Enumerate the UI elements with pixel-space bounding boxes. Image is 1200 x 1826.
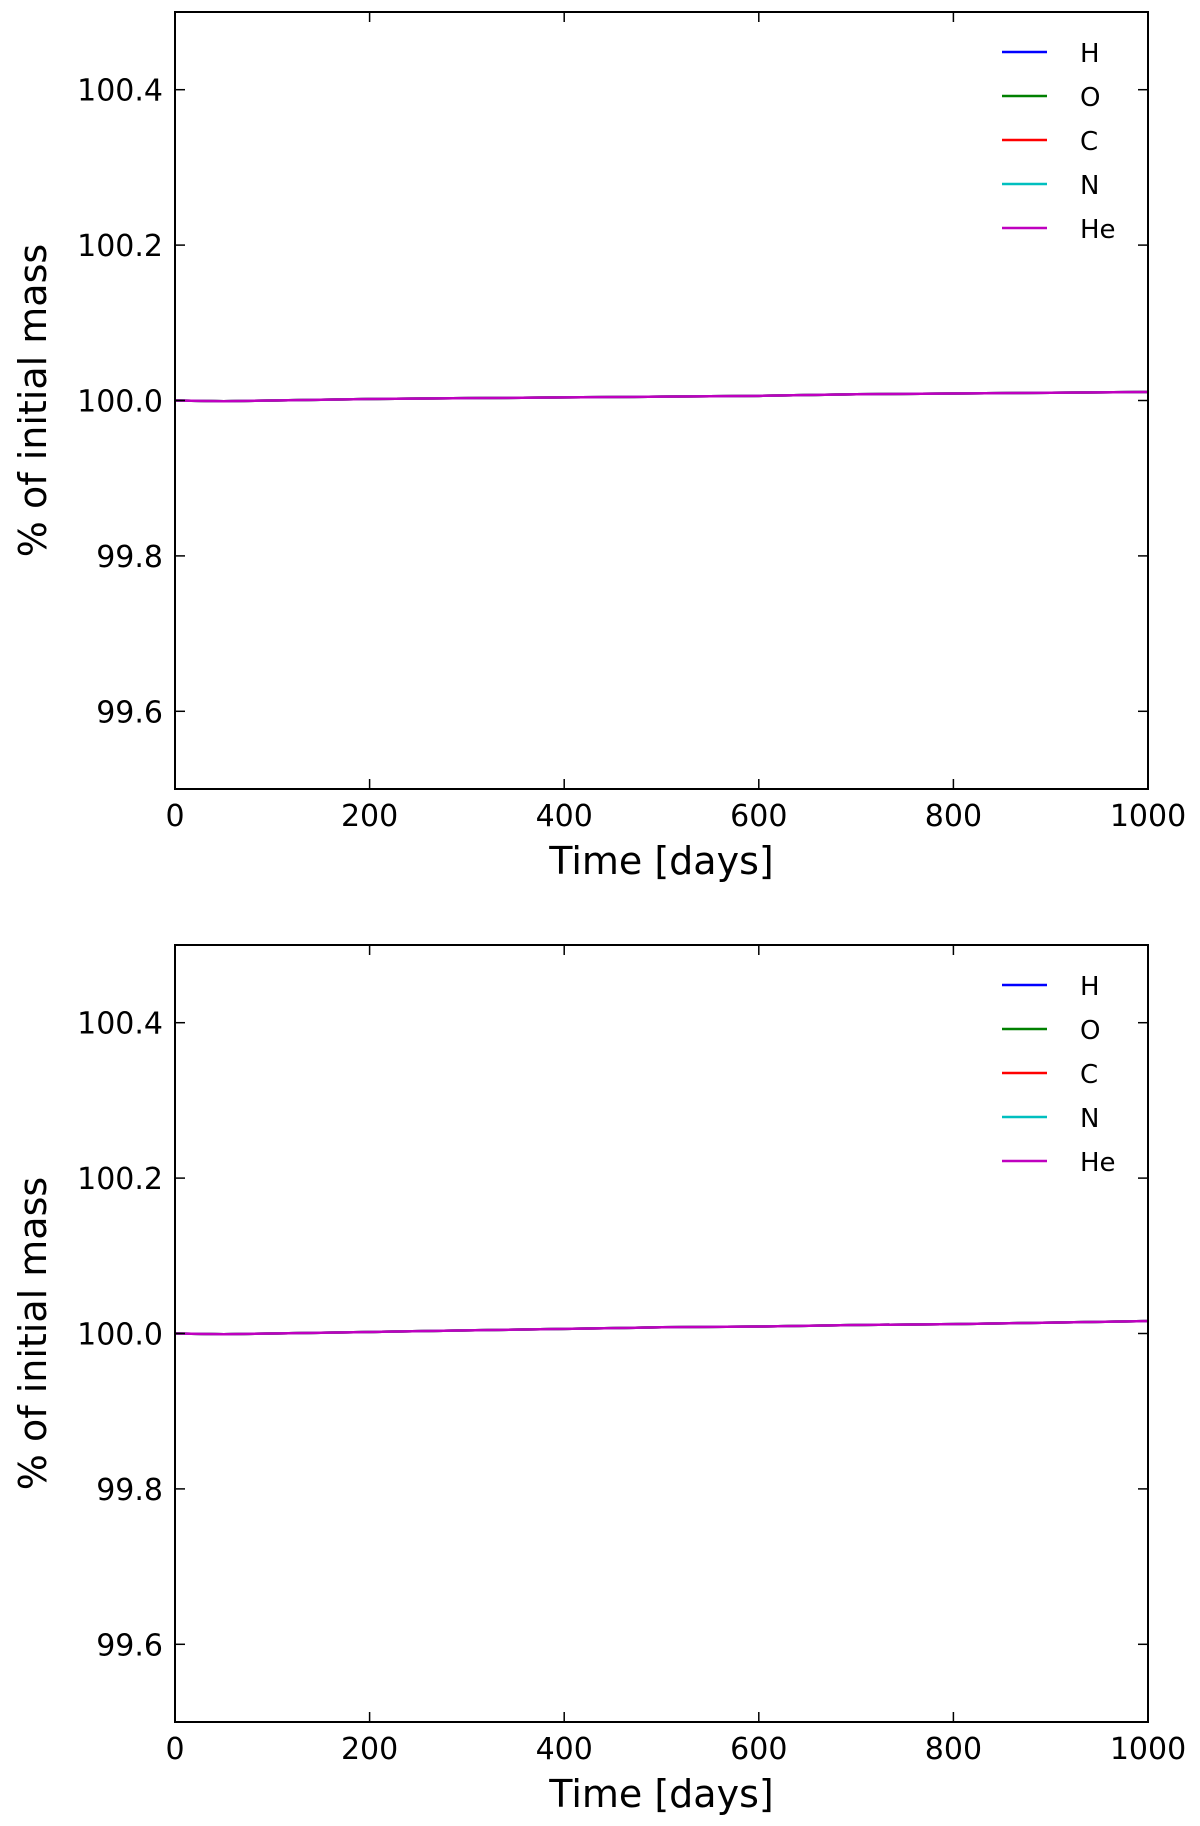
y-axis-label: % of initial mass <box>11 1177 55 1490</box>
x-axis-label: Time [days] <box>548 1772 773 1816</box>
x-tick-label: 800 <box>925 1732 982 1767</box>
x-axis-label: Time [days] <box>548 839 773 883</box>
ticks: 0 200 400 600 800 1000 99.6 99.8 100.0 100.2 100.4 <box>77 12 1186 834</box>
x-tick-label: 600 <box>730 1732 787 1767</box>
legend-label-H: H <box>1080 972 1100 1002</box>
y-tick-label: 100.4 <box>77 74 163 109</box>
y-tick-label: 99.8 <box>96 540 163 575</box>
legend-label-N: N <box>1080 1104 1099 1134</box>
legend-label-N: N <box>1080 171 1099 201</box>
legend-label-He: He <box>1080 215 1116 245</box>
x-tick-label: 1000 <box>1110 1732 1186 1767</box>
x-tick-label: 0 <box>165 799 184 834</box>
legend-label-H: H <box>1080 39 1100 69</box>
plot-frame <box>174 11 1149 790</box>
y-axis-label: % of initial mass <box>11 244 55 557</box>
x-tick-label: 200 <box>341 799 398 834</box>
x-tick-label: 200 <box>341 1732 398 1767</box>
x-tick-label: 400 <box>536 1732 593 1767</box>
y-tick-label: 100.0 <box>77 1318 163 1353</box>
series-group <box>174 1319 1149 1336</box>
x-tick-label: 400 <box>536 799 593 834</box>
legend-label-He: He <box>1080 1148 1116 1178</box>
y-tick-label: 99.6 <box>96 695 163 730</box>
series-line-He <box>174 1319 1149 1336</box>
x-tick-label: 600 <box>730 799 787 834</box>
chart-2: 0 200 400 600 800 1000 99.6 99.8 100.0 100.2 100.4… <box>11 944 1186 1816</box>
y-tick-label: 100.2 <box>77 229 163 264</box>
y-tick-label: 99.8 <box>96 1473 163 1508</box>
y-tick-label: 100.4 <box>77 1007 163 1042</box>
series-line-He <box>174 390 1149 403</box>
x-tick-label: 1000 <box>1110 799 1186 834</box>
legend-label-O: O <box>1080 1016 1100 1046</box>
ticks: 0 200 400 600 800 1000 99.6 99.8 100.0 100.2 100.4 <box>77 945 1186 1767</box>
legend-label-O: O <box>1080 83 1100 113</box>
plot-frame <box>174 944 1149 1723</box>
series-group <box>174 390 1149 403</box>
legend-label-C: C <box>1080 1060 1098 1090</box>
x-tick-label: 0 <box>165 1732 184 1767</box>
y-tick-label: 99.6 <box>96 1628 163 1663</box>
y-tick-label: 100.2 <box>77 1162 163 1197</box>
chart-1: 0 200 400 600 800 1000 99.6 99.8 100.0 100.2 100.4… <box>11 11 1186 883</box>
y-tick-label: 100.0 <box>77 385 163 420</box>
legend-label-C: C <box>1080 127 1098 157</box>
x-tick-label: 800 <box>925 799 982 834</box>
